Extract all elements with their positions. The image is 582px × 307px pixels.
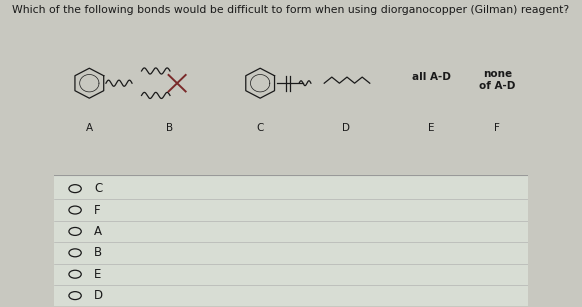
Text: D: D — [94, 289, 103, 302]
Text: C: C — [257, 123, 264, 133]
Text: B: B — [166, 123, 173, 133]
Bar — [54, 175, 528, 306]
Text: of A-D: of A-D — [479, 81, 516, 91]
Text: A: A — [86, 123, 93, 133]
Text: D: D — [342, 123, 350, 133]
Text: F: F — [94, 204, 101, 216]
Text: all A-D: all A-D — [411, 72, 450, 82]
Text: none: none — [483, 69, 512, 79]
Text: B: B — [94, 246, 102, 259]
Text: F: F — [495, 123, 501, 133]
Text: E: E — [94, 268, 101, 281]
Text: C: C — [94, 182, 102, 195]
Text: E: E — [428, 123, 434, 133]
Text: A: A — [94, 225, 102, 238]
Text: Which of the following bonds would be difficult to form when using diorganocoppe: Which of the following bonds would be di… — [12, 5, 570, 15]
